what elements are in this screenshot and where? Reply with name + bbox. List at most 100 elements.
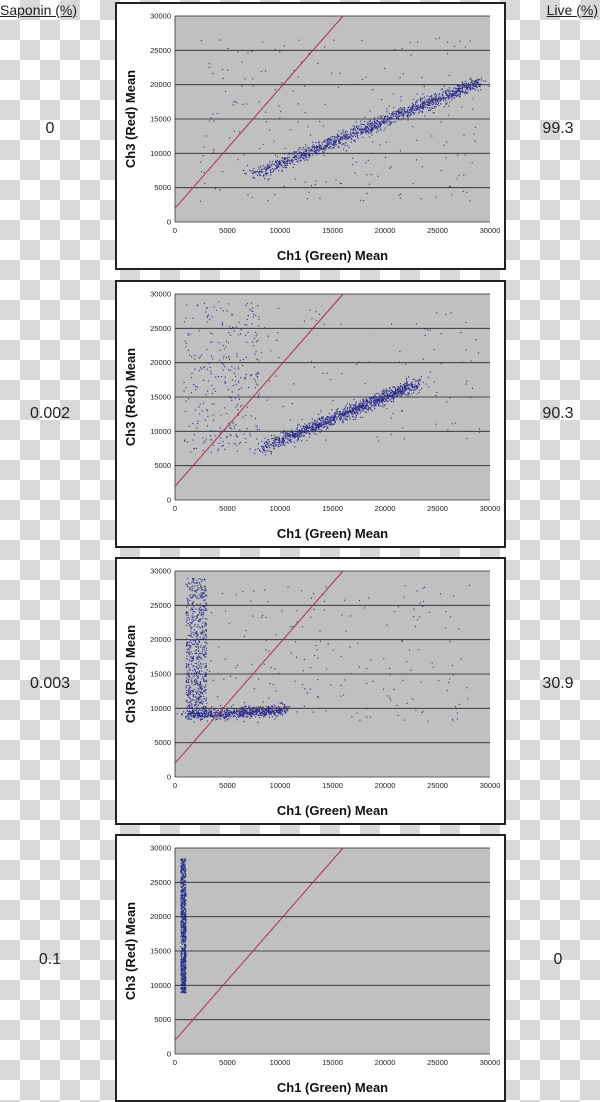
data-point: [191, 706, 193, 708]
data-point: [346, 138, 348, 140]
data-point: [374, 401, 376, 403]
data-point: [348, 410, 350, 412]
data-point: [264, 178, 266, 180]
data-point: [294, 154, 296, 156]
data-point: [426, 99, 428, 101]
data-point: [342, 421, 344, 423]
data-point: [315, 429, 317, 431]
data-point: [323, 141, 325, 143]
data-point: [203, 171, 205, 173]
data-point: [382, 121, 384, 123]
data-point: [202, 676, 204, 678]
data-point: [274, 444, 276, 446]
data-point: [222, 310, 224, 312]
data-point: [189, 583, 191, 585]
data-point: [284, 158, 286, 160]
data-point: [480, 83, 482, 85]
data-point: [232, 704, 234, 706]
data-point: [456, 84, 458, 86]
data-point: [330, 416, 332, 418]
data-point: [196, 638, 198, 640]
data-point: [349, 418, 351, 420]
data-point: [289, 431, 291, 433]
data-point: [206, 609, 208, 611]
data-point: [360, 126, 362, 128]
data-point: [216, 718, 218, 720]
data-point: [391, 398, 393, 400]
data-point: [200, 692, 202, 694]
data-point: [219, 39, 221, 41]
data-point: [325, 145, 327, 147]
data-point: [438, 97, 440, 99]
data-point: [185, 317, 187, 319]
data-point: [202, 613, 204, 615]
data-point: [311, 427, 313, 429]
data-point: [344, 134, 346, 136]
data-point: [339, 139, 341, 141]
data-point: [339, 414, 341, 416]
data-point: [391, 392, 393, 394]
data-point: [219, 713, 221, 715]
data-point: [480, 79, 482, 81]
data-point: [478, 352, 480, 354]
data-point: [271, 712, 273, 714]
data-point: [460, 85, 462, 87]
data-point: [402, 390, 404, 392]
data-point: [290, 432, 292, 434]
data-point: [361, 128, 363, 130]
data-point: [186, 700, 188, 702]
data-point: [256, 376, 258, 378]
data-point: [191, 656, 193, 658]
data-point: [400, 108, 402, 110]
data-point: [191, 636, 193, 638]
data-point: [305, 425, 307, 427]
data-point: [247, 331, 249, 333]
data-point: [201, 630, 203, 632]
data-point: [379, 402, 381, 404]
data-point: [205, 653, 207, 655]
data-point: [262, 714, 264, 716]
data-point: [282, 444, 284, 446]
data-point: [204, 609, 206, 611]
data-point: [190, 700, 192, 702]
data-point: [404, 719, 406, 721]
data-point: [250, 716, 252, 718]
data-point: [331, 417, 333, 419]
data-point: [266, 446, 268, 448]
data-point: [365, 405, 367, 407]
data-point: [475, 86, 477, 88]
data-point: [255, 331, 257, 333]
data-point: [328, 137, 330, 139]
data-point: [287, 441, 289, 443]
data-point: [344, 408, 346, 410]
data-point: [256, 383, 258, 385]
data-point: [315, 428, 317, 430]
data-point: [339, 419, 341, 421]
data-point: [265, 169, 267, 171]
data-point: [217, 709, 219, 711]
data-point: [333, 423, 335, 425]
data-point: [454, 92, 456, 94]
data-point: [200, 667, 202, 669]
data-point: [371, 398, 373, 400]
data-point: [320, 148, 322, 150]
data-point: [192, 711, 194, 713]
data-point: [225, 715, 227, 717]
data-point: [203, 654, 205, 656]
data-point: [216, 113, 218, 115]
data-point: [186, 673, 188, 675]
data-point: [390, 118, 392, 120]
data-point: [276, 710, 278, 712]
data-point: [440, 333, 442, 335]
data-point: [188, 692, 190, 694]
data-point: [339, 142, 341, 144]
data-point: [397, 390, 399, 392]
data-point: [252, 170, 254, 172]
data-point: [332, 145, 334, 147]
data-point: [252, 341, 254, 343]
data-point: [269, 166, 271, 168]
data-point: [363, 200, 365, 202]
data-point: [240, 713, 242, 715]
data-point: [192, 639, 194, 641]
data-point: [371, 122, 373, 124]
